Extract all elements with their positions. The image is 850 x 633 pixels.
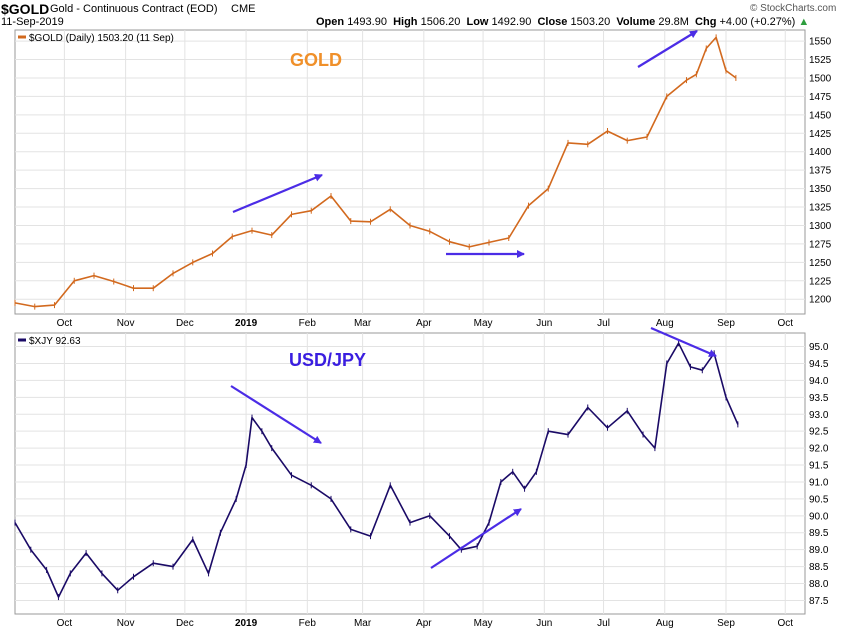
gold-annotation-label: GOLD: [290, 50, 342, 70]
ohlc-readout: Open 1493.90 High 1506.20 Low 1492.90 Cl…: [316, 16, 809, 28]
usdjpy-y-tick-label: 87.5: [809, 596, 829, 607]
gold-x-tick-label: Dec: [176, 318, 194, 329]
usdjpy-trend-arrow: [430, 508, 522, 569]
usdjpy-y-tick-label: 88.5: [809, 562, 829, 573]
gold-y-tick-label: 1200: [809, 295, 832, 306]
usdjpy-x-tick-label: Oct: [777, 618, 793, 629]
close-label: Close: [537, 16, 568, 28]
symbol-title: $GOLD: [1, 1, 50, 17]
gold-x-tick-label: Sep: [717, 318, 735, 329]
usdjpy-plot-frame: [14, 332, 806, 615]
open-label: Open: [316, 16, 345, 28]
up-triangle-icon: ▲: [798, 16, 810, 28]
usdjpy-trend-arrow: [650, 326, 717, 358]
gold-y-tick-label: 1350: [809, 184, 832, 195]
gold-y-tick-label: 1225: [809, 276, 832, 287]
usdjpy-x-tick-label: 2019: [235, 618, 258, 629]
usdjpy-trend-arrow: [230, 385, 322, 444]
usdjpy-y-tick-label: 89.0: [809, 545, 829, 556]
chg-label: Chg: [695, 16, 717, 28]
usdjpy-y-tick-label: 92.0: [809, 444, 829, 455]
usdjpy-annotation-label: USD/JPY: [289, 350, 366, 370]
usdjpy-y-tick-label: 94.5: [809, 359, 829, 370]
usdjpy-y-tick-label: 93.0: [809, 410, 829, 421]
gold-x-tick-label: Apr: [416, 318, 432, 329]
usdjpy-y-tick-label: 93.5: [809, 393, 829, 404]
usdjpy-y-tick-label: 92.5: [809, 427, 829, 438]
gold-x-tick-label: Mar: [354, 318, 372, 329]
gold-trend-arrow: [232, 173, 323, 214]
usdjpy-y-tick-label: 89.5: [809, 528, 829, 539]
gold-y-tick-label: 1500: [809, 73, 832, 84]
gold-y-tick-label: 1250: [809, 258, 832, 269]
usdjpy-legend-label: $XJY 92.63: [29, 336, 81, 347]
usdjpy-x-tick-label: Sep: [717, 618, 735, 629]
gold-trend-arrow: [637, 30, 698, 68]
gold-x-tick-label: Nov: [117, 318, 135, 329]
gold-y-tick-label: 1375: [809, 166, 832, 177]
gold-x-tick-label: Aug: [656, 318, 674, 329]
gold-x-tick-label: Jul: [597, 318, 610, 329]
usdjpy-x-tick-label: Apr: [416, 618, 432, 629]
gold-legend-label: $GOLD (Daily) 1503.20 (11 Sep): [29, 33, 174, 44]
usdjpy-y-tick-label: 91.5: [809, 461, 829, 472]
exchange-label: CME: [231, 3, 256, 15]
usdjpy-x-tick-label: Jul: [597, 618, 610, 629]
gold-x-tick-label: 2019: [235, 318, 258, 329]
usdjpy-x-tick-label: Mar: [354, 618, 372, 629]
usdjpy-x-tick-label: Dec: [176, 618, 194, 629]
gold-y-tick-label: 1300: [809, 221, 832, 232]
open-value: 1493.90: [347, 16, 387, 28]
gold-y-tick-label: 1425: [809, 129, 832, 140]
contract-name: Gold - Continuous Contract (EOD): [50, 3, 218, 15]
usdjpy-x-tick-label: May: [474, 618, 493, 629]
usdjpy-y-tick-label: 90.0: [809, 511, 829, 522]
chg-value: +4.00 (+0.27%): [719, 16, 796, 28]
gold-y-tick-label: 1325: [809, 203, 832, 214]
gold-y-tick-label: 1550: [809, 37, 832, 48]
gold-series-line: [14, 36, 737, 308]
gold-y-tick-label: 1475: [809, 92, 832, 103]
usdjpy-x-tick-label: Aug: [656, 618, 674, 629]
gold-x-tick-label: May: [474, 318, 493, 329]
volume-label: Volume: [616, 16, 656, 28]
usdjpy-x-tick-label: Oct: [57, 618, 73, 629]
gold-y-tick-label: 1450: [809, 110, 832, 121]
usdjpy-y-tick-label: 91.0: [809, 477, 829, 488]
gold-x-tick-label: Oct: [57, 318, 73, 329]
usdjpy-x-tick-label: Jun: [536, 618, 552, 629]
gold-x-tick-label: Oct: [777, 318, 793, 329]
volume-value: 29.8M: [658, 16, 689, 28]
gold-y-tick-label: 1400: [809, 147, 832, 158]
gold-y-tick-label: 1525: [809, 55, 832, 66]
usdjpy-y-tick-label: 88.0: [809, 579, 829, 590]
gold-y-tick-label: 1275: [809, 239, 832, 250]
usdjpy-x-tick-label: Nov: [117, 618, 135, 629]
chart-date: 11-Sep-2019: [1, 16, 64, 28]
usdjpy-y-tick-label: 94.0: [809, 376, 829, 387]
low-value: 1492.90: [491, 16, 532, 28]
high-value: 1506.20: [420, 16, 461, 28]
gold-x-tick-label: Jun: [536, 318, 552, 329]
usdjpy-y-tick-label: 95.0: [809, 342, 829, 353]
close-value: 1503.20: [570, 16, 611, 28]
watermark: © StockCharts.com: [750, 3, 837, 14]
low-label: Low: [466, 16, 489, 28]
gold-x-tick-label: Feb: [299, 318, 317, 329]
gold-plot-frame: [14, 29, 806, 315]
high-label: High: [393, 16, 418, 28]
usdjpy-x-tick-label: Feb: [299, 618, 317, 629]
usdjpy-y-tick-label: 90.5: [809, 494, 829, 505]
